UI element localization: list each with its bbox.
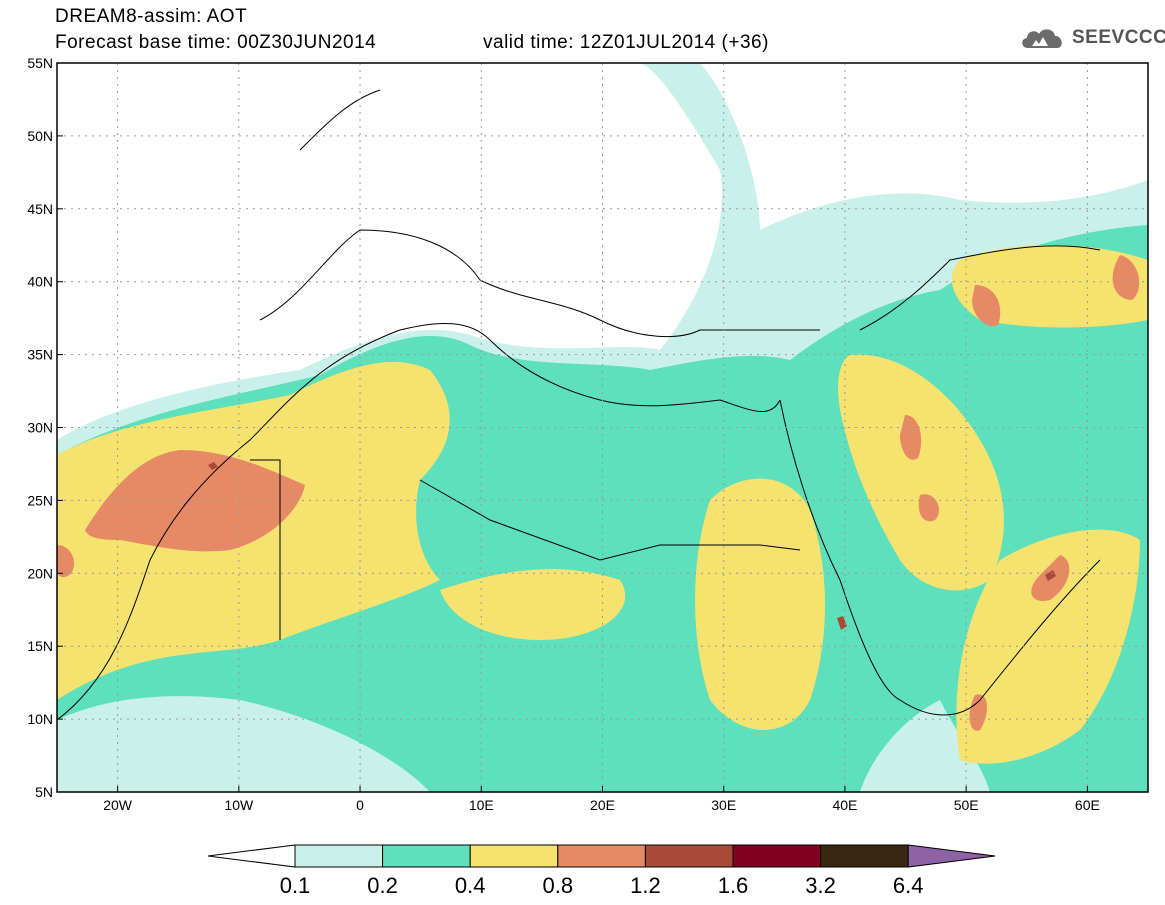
cloud-icon <box>1022 29 1062 48</box>
aot-contour-1.2 <box>837 616 847 630</box>
colorbar-level-label: 0.4 <box>455 873 486 898</box>
aot-contour-0.8 <box>969 694 987 731</box>
aot-contour-0.4 <box>695 478 825 730</box>
lat-tick-label: 25N <box>27 492 53 508</box>
lat-tick-label: 10N <box>27 711 53 727</box>
colorbar-lower-arrow <box>207 844 296 868</box>
aot-contour-0.8 <box>85 450 305 552</box>
map-title: DREAM8-assim: AOT <box>55 6 248 27</box>
aot-contour-0.8 <box>918 494 940 522</box>
lat-tick-label: 45N <box>27 201 53 217</box>
lat-tick-label: 50N <box>27 128 53 144</box>
coastlines <box>57 89 1101 721</box>
forecast-base-time: Forecast base time: 00Z30JUN2014 <box>55 32 377 53</box>
grid-lines <box>57 63 1148 792</box>
aot-contour-0.8 <box>57 545 75 578</box>
aot-contour-0.4 <box>838 354 1004 591</box>
lat-tick-label: 55N <box>27 55 53 71</box>
colorbar-swatch <box>732 844 822 868</box>
aot-contour-0.4 <box>440 569 626 640</box>
colorbar-upper-arrow <box>907 844 996 868</box>
colorbar-level-label: 0.1 <box>280 873 311 898</box>
lon-tick-label: 0 <box>356 797 364 813</box>
logo-text: SEEVCCC <box>1072 27 1165 48</box>
lat-tick-label: 5N <box>35 784 53 800</box>
lon-tick-label: 40E <box>832 797 857 813</box>
aot-contour-0.8 <box>1112 255 1140 300</box>
aot-contour-0.8 <box>972 285 1001 326</box>
lat-tick-label: 40N <box>27 274 53 290</box>
colorbar-level-label: 3.2 <box>805 873 836 898</box>
lat-tick-label: 30N <box>27 420 53 436</box>
colorbar-swatch <box>382 844 471 868</box>
colorbar-swatch <box>557 844 646 868</box>
lon-axis: 20W 10W 0 10E 20E 30E 40E 50E 60E <box>103 786 1100 813</box>
lat-axis: 55N 50N 45N 40N 35N 30N 25N 20N 15N 10N 5N <box>27 55 63 800</box>
lon-tick-label: 60E <box>1075 797 1100 813</box>
lon-tick-label: 20E <box>590 797 615 813</box>
lon-tick-label: 10E <box>469 797 494 813</box>
lon-tick-label: 10W <box>224 797 254 813</box>
aot-contour-0.8 <box>900 415 922 460</box>
colorbar-swatch <box>469 844 559 868</box>
colorbar-level-label: 1.2 <box>630 873 661 898</box>
colorbar-swatch <box>820 844 909 868</box>
colorbar-level-label: 6.4 <box>893 873 924 898</box>
valid-time: valid time: 12Z01JUL2014 (+36) <box>483 32 769 53</box>
lon-tick-label: 30E <box>711 797 736 813</box>
colorbar-level-label: 1.6 <box>718 873 749 898</box>
seevccc-logo: SEEVCCC <box>1018 24 1165 52</box>
colorbar-swatch <box>294 844 384 868</box>
lat-tick-label: 35N <box>27 347 53 363</box>
aot-contour-0.4 <box>956 529 1140 764</box>
colorbar-level-label: 0.8 <box>543 873 574 898</box>
aot-contour-0.4 <box>951 245 1148 328</box>
lon-tick-label: 20W <box>103 797 133 813</box>
colorbar-level-label: 0.2 <box>367 873 398 898</box>
colorbar: 0.1 0.2 0.4 0.8 1.2 1.6 3.2 6.4 <box>207 844 996 898</box>
colorbar-swatch <box>644 844 734 868</box>
lon-tick-label: 50E <box>954 797 979 813</box>
lat-tick-label: 15N <box>27 638 53 654</box>
aot-contour-1.2 <box>208 462 218 470</box>
lat-tick-label: 20N <box>27 565 53 581</box>
aot-contour-1.2 <box>1045 570 1056 581</box>
